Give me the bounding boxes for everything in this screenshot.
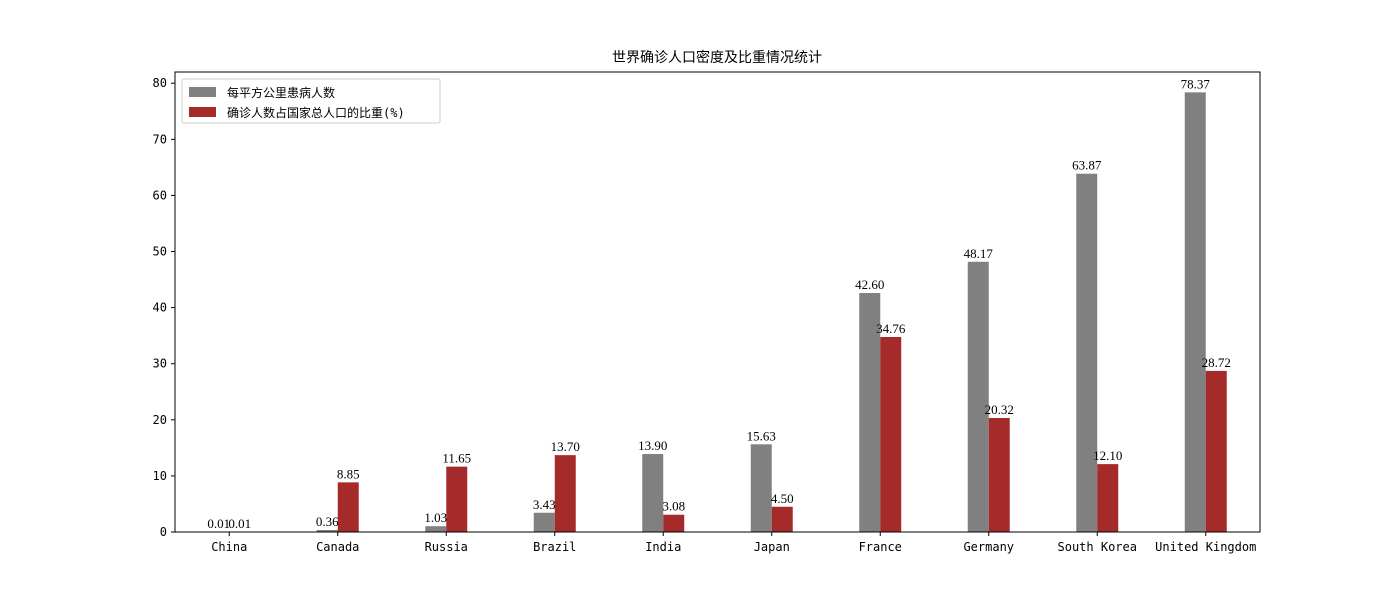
data-label: 4.50 [771, 491, 794, 506]
bar-ratio-canada [337, 482, 359, 532]
x-tick-label: China [211, 540, 247, 554]
data-label: 13.70 [551, 439, 580, 454]
x-tick-label: United Kingdom [1155, 540, 1256, 554]
bar-density-brazil [533, 512, 555, 532]
data-label: 48.17 [964, 246, 994, 261]
bar-ratio-brazil [554, 455, 576, 532]
bar-density-united-kingdom [1184, 92, 1206, 533]
x-tick-label: France [859, 540, 902, 554]
axes-layer: 0 10 20 30 40 50 60 70 80 China Canada Russia Brazil… [153, 71, 1261, 554]
chart-title: 世界确诊人口密度及比重情况统计 [612, 49, 822, 66]
y-tick-label: 50 [153, 245, 167, 259]
x-tick-label: Germany [963, 540, 1014, 554]
legend-swatch [189, 107, 216, 117]
data-label: 78.37 [1181, 76, 1211, 91]
bar-ratio-germany [988, 418, 1010, 532]
data-label: 0.01 [207, 516, 230, 531]
bar-ratio-united-kingdom [1205, 370, 1227, 532]
x-tick-label: Canada [316, 540, 359, 554]
bar-ratio-india [663, 514, 685, 532]
y-tick-label: 40 [153, 301, 167, 315]
bar-ratio-japan [771, 506, 793, 532]
legend-entry: 每平方公里患病人数 [227, 85, 335, 100]
bar-density-india [642, 454, 664, 532]
y-tick-label: 0 [160, 525, 167, 539]
x-tick-label: Brazil [533, 540, 576, 554]
data-label: 42.60 [855, 277, 884, 292]
bar-density-south-korea [1076, 173, 1098, 532]
legend-swatch [189, 87, 216, 97]
data-label: 0.36 [316, 514, 339, 529]
bar-ratio-south-korea [1097, 464, 1119, 532]
bar-density-france [859, 293, 881, 532]
y-tick-label: 80 [153, 76, 167, 90]
data-label: 63.87 [1072, 158, 1102, 173]
bar-density-russia [425, 526, 447, 532]
bar-ratio-russia [446, 466, 468, 532]
x-tick-label: Russia [425, 540, 468, 554]
bar-density-canada [316, 529, 338, 532]
data-label: 34.76 [876, 321, 906, 336]
data-label: 20.32 [985, 402, 1014, 417]
legend-entry: 确诊人数占国家总人口的比重(%) [227, 105, 405, 120]
data-labels-layer: 0.010.01 0.36 8.85 1.03 11.65 3.43 13.70 13.90 3… [207, 76, 1231, 531]
data-label: 8.85 [337, 466, 360, 481]
y-tick-label: 30 [153, 357, 167, 371]
y-tick-label: 70 [153, 132, 167, 146]
data-label: 11.65 [442, 451, 471, 466]
plot-frame [174, 71, 1261, 533]
data-label: 28.72 [1202, 355, 1231, 370]
bars-layer [208, 92, 1227, 533]
y-tick-label: 60 [153, 188, 167, 202]
data-label: 15.63 [747, 428, 776, 443]
legend-frame [181, 78, 441, 124]
bar-density-japan [750, 444, 772, 532]
data-label: 12.10 [1093, 448, 1122, 463]
x-tick-label: India [645, 540, 681, 554]
data-label: 1.03 [424, 510, 447, 525]
x-tick-label: South Korea [1058, 540, 1137, 554]
data-label: 3.43 [533, 497, 556, 512]
data-label: 0.01 [228, 516, 251, 531]
y-tick-label: 10 [153, 469, 167, 483]
data-label: 3.08 [662, 499, 685, 514]
bar-density-germany [967, 261, 989, 532]
x-tick-label: Japan [754, 540, 790, 554]
bar-ratio-france [880, 337, 902, 532]
y-tick-label: 20 [153, 413, 167, 427]
data-label: 13.90 [638, 438, 667, 453]
